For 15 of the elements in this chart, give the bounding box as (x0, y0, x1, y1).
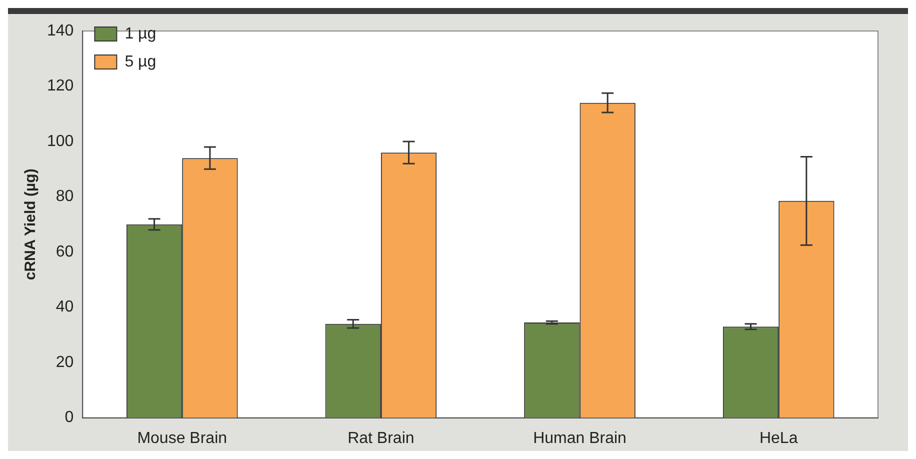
y-tick-label: 60 (56, 243, 74, 260)
y-tick-label: 40 (56, 298, 74, 316)
x-tick-label: HeLa (759, 430, 798, 447)
y-axis-title: cRNA Yield (µg) (22, 168, 40, 280)
y-tick-label: 100 (46, 132, 74, 150)
y-tick-label: 0 (64, 409, 74, 426)
y-tick-label: 120 (46, 78, 74, 95)
legend-label: 1 µg (124, 25, 156, 42)
y-tick-label: 20 (56, 354, 74, 371)
y-tick-label: 80 (56, 188, 74, 206)
x-tick-label: Mouse Brain (137, 430, 228, 447)
x-tick-label: Human Brain (533, 430, 626, 447)
y-tick-label: 140 (46, 22, 74, 40)
x-tick-label: Rat Brain (348, 430, 414, 447)
legend-label: 5 µg (124, 53, 156, 70)
